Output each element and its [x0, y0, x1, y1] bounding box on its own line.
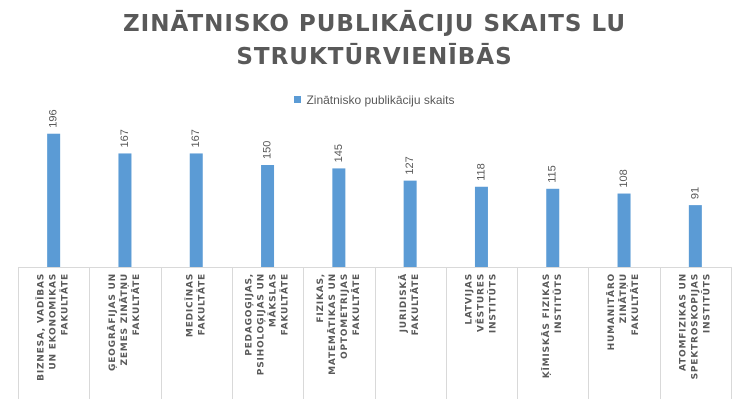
data-label: 115: [547, 165, 559, 183]
category-label-line: MEDICĪNAS: [184, 273, 195, 337]
legend-swatch: [294, 96, 302, 104]
data-label: 118: [475, 163, 487, 181]
data-label: 127: [404, 156, 416, 174]
category-label-line: FAKULTĀTE: [280, 273, 291, 335]
chart-title-line-2: STRUKTŪRVIENĪBĀS: [236, 44, 513, 70]
category-label-line: BIZNESA, VADĪBAS: [36, 273, 47, 381]
data-label: 167: [190, 129, 202, 147]
chart-title-line-1: ZINĀTNISKO PUBLIKĀCIJU SKAITS LU: [122, 11, 626, 37]
category-label-line: HUMANITĀRO: [606, 273, 617, 350]
data-label: 91: [689, 187, 701, 199]
category-label-line: LATVIJAS: [464, 273, 474, 325]
category-label-line: INSTITŪTS: [701, 273, 712, 333]
category-label-line: INSTITŪTS: [553, 273, 564, 333]
category-label-line: MATEMĀTIKAS UN: [327, 273, 338, 375]
category-label-line: OPTOMETRIJAS: [340, 273, 350, 359]
category-label-line: FAKULTĀTE: [410, 273, 421, 335]
category-label-line: ATOMFIZIKAS UN: [678, 273, 688, 371]
legend-label: Zinātnisko publikāciju skaits: [306, 93, 455, 107]
category-label-line: PEDAGOĢIJAS,: [245, 273, 255, 356]
bar: [403, 180, 417, 267]
category-label-line: ZINĀTŅU: [618, 273, 629, 323]
category-label-line: FAKULTĀTE: [60, 273, 71, 335]
category-label-line: FAKULTĀTE: [351, 273, 362, 335]
category-label-line: UN EKONOMIKAS: [49, 273, 59, 370]
category-label-line: FIZIKAS,: [316, 273, 326, 323]
bar: [189, 153, 203, 267]
category-label-line: VĒSTURES: [475, 273, 486, 332]
category-label-line: ĢEOGRĀFIJAS UN: [107, 273, 118, 371]
bar: [261, 165, 275, 267]
bar: [118, 153, 132, 267]
category-label-line: PSIHOLOĢIJAS UN: [257, 273, 267, 375]
category-label-line: SPEKTROSKOPIJAS: [690, 273, 700, 379]
category-label-line: JURIDISKĀ: [398, 273, 409, 333]
category-label-line: INSTITŪTS: [487, 273, 498, 333]
data-label: 145: [333, 144, 345, 162]
data-label: 108: [618, 169, 630, 187]
legend: Zinātnisko publikāciju skaits: [0, 93, 749, 107]
chart-title: ZINĀTNISKO PUBLIKĀCIJU SKAITS LU STRUKTŪ…: [0, 8, 749, 74]
category-label-line: ZEMES ZINĀTŅU: [119, 273, 130, 365]
data-label: 196: [48, 109, 60, 127]
bar: [617, 193, 631, 267]
bar: [688, 205, 702, 267]
category-label-line: FAKULTĀTE: [630, 273, 641, 335]
bar: [47, 133, 61, 267]
category-label-line: FAKULTĀTE: [196, 273, 207, 335]
category-label-line: MĀKSLAS: [268, 273, 279, 327]
data-label: 150: [262, 141, 274, 159]
bar: [546, 188, 560, 267]
bar: [474, 186, 488, 267]
data-label: 167: [119, 129, 131, 147]
category-label-line: FAKULTĀTE: [131, 273, 142, 335]
category-label-line: ĶĪMISKĀS FIZIKAS: [541, 273, 552, 378]
bar: [332, 168, 346, 267]
